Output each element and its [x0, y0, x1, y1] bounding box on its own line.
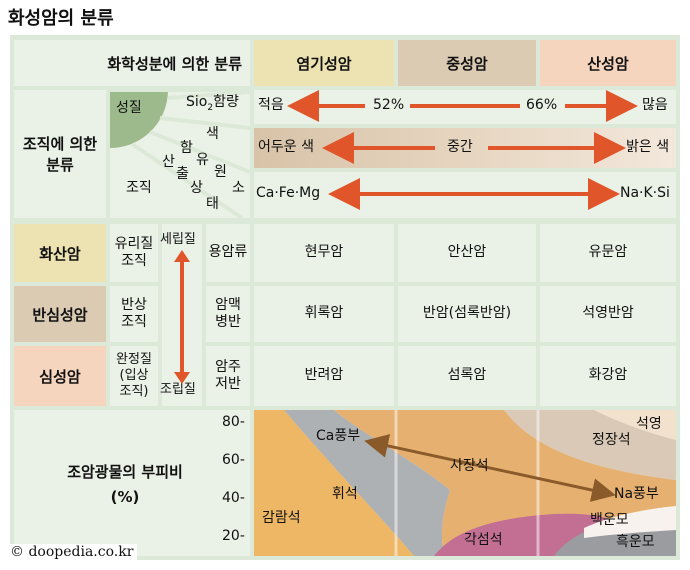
element-char-4: 소	[232, 180, 245, 196]
occurrence-sill: 병반	[215, 314, 241, 330]
occurrence-dike-sill: 암맥 병반	[206, 286, 250, 342]
texture-glassy: 유리질 조직	[110, 224, 158, 282]
column-header-intermediate: 중성암	[398, 40, 536, 86]
color-property-label: 색	[206, 126, 219, 142]
occurrence-dike: 암맥	[215, 296, 241, 313]
rock-gabbro: 반려암	[254, 346, 394, 406]
rock-diorite: 섬록암	[398, 346, 536, 406]
occurrence-stock: 암주	[215, 358, 241, 375]
rock-andesite: 안산암	[398, 224, 536, 282]
mineral-quartz: 석영	[636, 416, 662, 432]
texture-classification-label: 조직에 의한 분류	[14, 90, 106, 218]
element-char-1: 함	[180, 140, 193, 156]
row-header-plutonic: 심성암	[14, 346, 106, 406]
color-dark-label: 어두운 색	[258, 139, 314, 155]
tick-80: 80-	[222, 414, 245, 430]
plagioclase-ca-na-arrow	[364, 434, 616, 502]
mineral-volume-title: 조암광물의 부피비	[67, 462, 183, 481]
rock-diabase: 휘록암	[254, 286, 394, 342]
mineral-muscovite: 백운모	[590, 512, 629, 528]
tick-20: 20-	[222, 528, 245, 544]
property-center-label: 성질	[116, 100, 142, 116]
mineral-plagioclase: 사장석	[450, 458, 489, 474]
property-quarter-circle	[110, 90, 168, 148]
texture-holo-l1: 완정질	[116, 351, 152, 367]
sio2-66-label: 66%	[526, 97, 558, 113]
element-mafic-label: Ca·Fe·Mg	[256, 185, 321, 201]
texture-porphyritic-l2: 조직	[121, 314, 147, 330]
sio2-52-label: 52%	[373, 97, 405, 113]
sio2-main: Sio	[186, 94, 208, 110]
texture-glassy-l1: 유리질	[114, 235, 154, 252]
mineral-orthoclase: 정장석	[592, 432, 631, 448]
rock-quartz-porphyry: 석영반암	[540, 286, 676, 342]
row-header-hypabyssal: 반심성암	[14, 286, 106, 342]
element-char-3: 원	[214, 164, 227, 180]
sio2-low-label: 적음	[258, 97, 284, 113]
olivine-region	[254, 410, 414, 556]
mineral-pyroxene: 휘석	[332, 486, 358, 502]
mineral-ca-rich: Ca풍부	[316, 428, 361, 444]
sio2-rest: 함량	[213, 94, 239, 110]
rock-rhyolite: 유문암	[540, 224, 676, 282]
rock-basalt: 현무암	[254, 224, 394, 282]
sio2-high-label: 많음	[642, 97, 668, 113]
muscovite-region	[584, 506, 676, 538]
column-header-mafic: 염기성암	[254, 40, 394, 86]
texture-holo-l2: (입상	[119, 367, 149, 383]
texture-holocrystalline: 완정질 (입상 조직)	[110, 346, 158, 406]
color-light-label: 밝은 색	[626, 139, 670, 155]
rock-granite: 화강암	[540, 346, 676, 406]
property-wheel: 성질 Sio2함량 색 함 유 원 소 산 출 상 태 조직	[110, 90, 250, 218]
shape-char-4: 태	[206, 196, 219, 212]
grain-coarse-label: 조립질	[160, 382, 196, 397]
texture-label-line1: 조직에 의한	[22, 135, 98, 153]
copyright-credit: © doopedia.co.kr	[6, 544, 138, 560]
color-mid-label: 중간	[447, 139, 473, 155]
mineral-composition-diagram	[254, 410, 676, 556]
property-wheel-graphic	[110, 90, 250, 218]
chemical-classification-label: 화학성분에 의한 분류	[14, 40, 250, 86]
sio2-sub: 2	[207, 102, 214, 113]
texture-glassy-l2: 조직	[121, 253, 147, 269]
tick-40: 40-	[222, 490, 245, 506]
occurrence-stock-batholith: 암주 저반	[206, 346, 250, 406]
texture-porphyritic-l1: 반상	[121, 296, 147, 313]
shape-char-1: 산	[162, 154, 175, 170]
sio2-content-label: Sio2함량	[186, 94, 239, 114]
grain-fine-label: 세립질	[160, 232, 196, 247]
mineral-volume-label: 조암광물의 부피비 (%)	[14, 410, 250, 556]
page-title: 화성암의 분류	[8, 8, 114, 29]
mineral-na-rich: Na풍부	[614, 486, 659, 502]
row-header-volcanic: 화산암	[14, 224, 106, 282]
element-char-2: 유	[196, 152, 209, 168]
shape-char-3: 상	[190, 180, 203, 196]
grain-size-arrow	[174, 250, 190, 384]
occurrence-lava: 용암류	[206, 224, 250, 282]
occurrence-batholith: 저반	[215, 376, 241, 392]
texture-label-line2: 분류	[46, 156, 74, 174]
shape-char-2: 출	[176, 166, 189, 182]
mineral-volume-unit: (%)	[110, 487, 140, 506]
mineral-amphibole: 각섬석	[464, 532, 503, 548]
mineral-biotite: 흑운모	[616, 534, 655, 550]
sio2-row	[254, 90, 676, 124]
element-felsic-label: Na·K·Si	[620, 185, 670, 201]
texture-holo-l3: 조직)	[119, 384, 149, 400]
tick-60: 60-	[222, 452, 245, 468]
texture-property-label: 조직	[126, 180, 152, 196]
column-header-felsic: 산성암	[540, 40, 676, 86]
rock-porphyry: 반암(섬록반암)	[398, 286, 536, 342]
texture-porphyritic: 반상 조직	[110, 286, 158, 342]
mineral-olivine: 감람석	[262, 510, 301, 526]
